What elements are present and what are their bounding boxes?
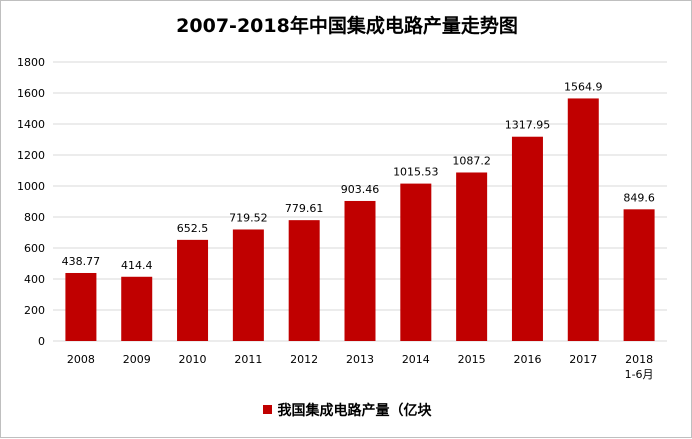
x-tick-label: 1-6月 (625, 368, 654, 381)
x-tick-label: 2009 (123, 353, 151, 366)
bar (288, 220, 320, 341)
data-label: 414.4 (121, 259, 153, 272)
bar (65, 272, 97, 341)
y-tick-label: 400 (24, 273, 45, 286)
data-label: 779.61 (285, 202, 324, 215)
data-label: 438.77 (62, 255, 101, 268)
data-label: 903.46 (341, 183, 380, 196)
data-label: 1087.2 (452, 154, 491, 167)
y-tick-label: 200 (24, 304, 45, 317)
data-label: 849.6 (623, 191, 655, 204)
legend-label: 我国集成电路产量（亿块 (277, 403, 432, 419)
bar (344, 200, 376, 341)
data-label: 1015.53 (393, 166, 439, 179)
y-tick-label: 600 (24, 242, 45, 255)
data-label: 1317.95 (505, 119, 551, 132)
data-label: 652.5 (177, 222, 209, 235)
x-tick-label: 2013 (346, 353, 374, 366)
bar (623, 209, 655, 341)
data-label: 719.52 (229, 211, 268, 224)
bar (400, 183, 432, 341)
bar (511, 136, 543, 341)
x-tick-label: 2011 (234, 353, 262, 366)
x-tick-label: 2010 (179, 353, 207, 366)
legend: 我国集成电路产量（亿块 (1, 400, 692, 420)
x-tick-label: 2018 (625, 353, 653, 366)
chart-title: 2007-2018年中国集成电路产量走势图 (176, 15, 518, 37)
y-tick-label: 1200 (17, 149, 45, 162)
data-label: 1564.9 (564, 80, 603, 93)
legend-swatch (262, 404, 272, 414)
x-tick-label: 2008 (67, 353, 95, 366)
x-tick-label: 2017 (569, 353, 597, 366)
bar (121, 276, 153, 341)
y-tick-label: 1800 (17, 56, 45, 69)
x-tick-label: 2014 (402, 353, 430, 366)
bar (177, 239, 209, 341)
x-tick-label: 2016 (513, 353, 541, 366)
bar (567, 98, 599, 342)
y-tick-label: 1400 (17, 118, 45, 131)
x-tick-label: 2012 (290, 353, 318, 366)
bar (456, 172, 488, 341)
y-tick-label: 1000 (17, 180, 45, 193)
x-tick-label: 2015 (458, 353, 486, 366)
y-tick-label: 800 (24, 211, 45, 224)
y-tick-label: 1600 (17, 87, 45, 100)
bar (232, 229, 264, 341)
y-tick-label: 0 (38, 335, 45, 348)
